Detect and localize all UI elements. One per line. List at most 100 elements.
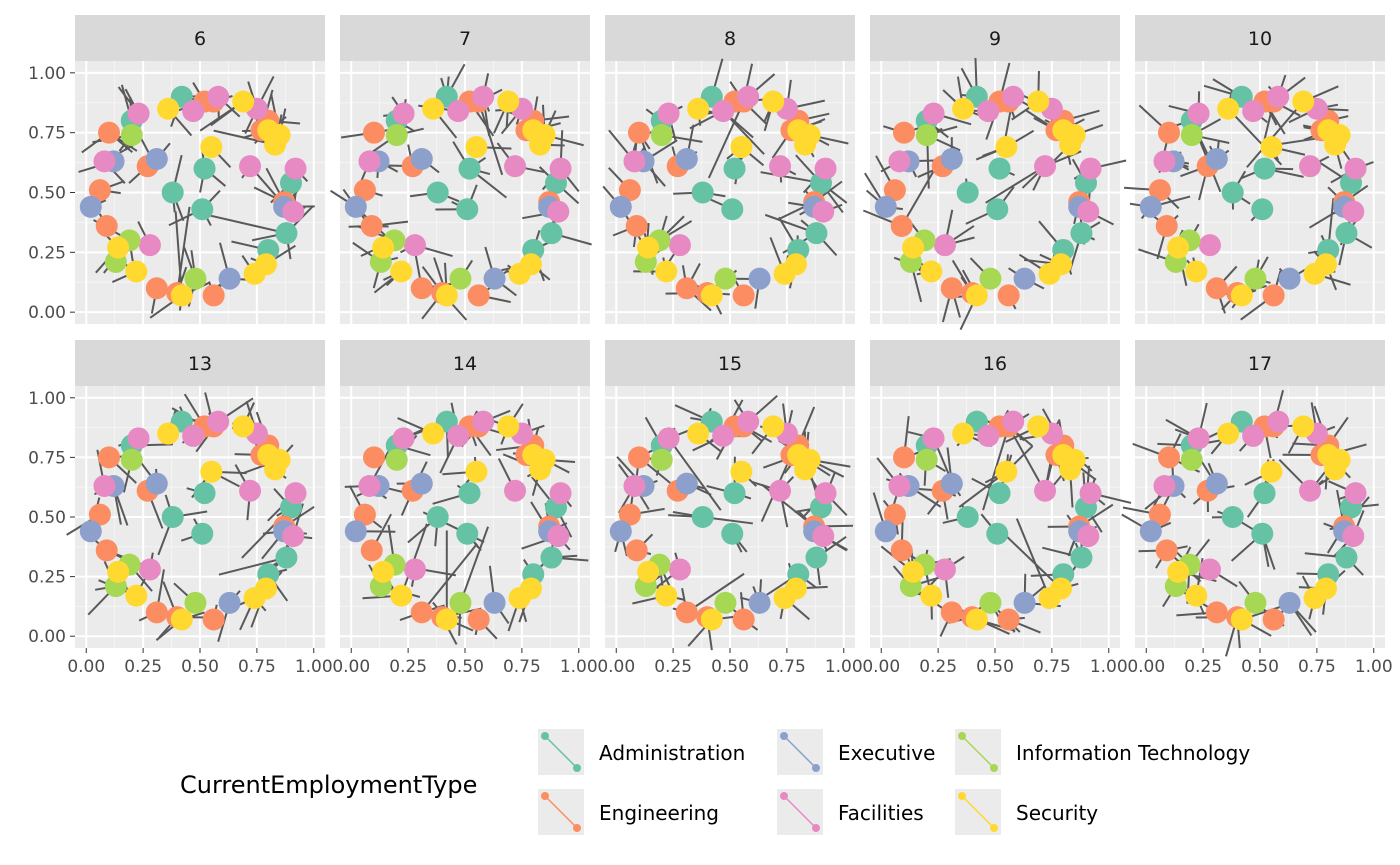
network-node: [456, 198, 479, 221]
network-node: [874, 520, 897, 543]
network-node: [93, 150, 116, 173]
network-edge: [202, 212, 287, 235]
x-tick-label: 0.00: [597, 657, 635, 677]
network-node: [1251, 198, 1274, 221]
network-node: [170, 284, 193, 307]
legend-key-point: [573, 824, 581, 832]
network-node: [986, 522, 1009, 545]
network-node: [157, 422, 180, 445]
network-node: [769, 155, 792, 178]
x-tick-label: 1.00: [295, 657, 333, 677]
facet-panel: 6 0.00 0.25 0.50 0.75 1.00: [28, 15, 325, 324]
network-node: [1155, 539, 1178, 562]
network-node: [79, 520, 102, 543]
network-node: [675, 472, 698, 495]
facet-panel: 14 0.00 0.25 0.50 0.75 1.00: [332, 340, 598, 677]
network-node: [997, 608, 1020, 631]
network-node: [372, 236, 395, 259]
network-node: [184, 591, 207, 614]
network-node: [625, 539, 648, 562]
network-node: [997, 284, 1020, 307]
network-node: [1180, 448, 1203, 471]
x-tick-label: 0.25: [1184, 657, 1222, 677]
network-node: [88, 179, 111, 202]
network-node: [88, 503, 111, 526]
network-node: [1185, 584, 1208, 607]
network-node: [193, 157, 216, 180]
network-node: [275, 222, 298, 245]
network-node: [1292, 415, 1315, 438]
network-node: [940, 147, 963, 170]
network-node: [883, 179, 906, 202]
legend-entry: Administration: [538, 729, 745, 775]
legend-key-point: [812, 764, 820, 772]
x-tick-label: 0.25: [919, 657, 957, 677]
facet-strip-label: 7: [459, 28, 471, 50]
network-node: [1217, 97, 1240, 120]
network-node: [1303, 262, 1326, 285]
legend-key-point: [780, 732, 788, 740]
network-node: [700, 284, 723, 307]
y-tick-label: 0.50: [28, 184, 66, 204]
network-node: [1278, 267, 1301, 290]
network-node: [284, 157, 307, 180]
network-node: [628, 446, 650, 469]
network-node: [988, 482, 1011, 505]
network-edge: [1246, 100, 1304, 168]
facet-panels: 6 0.00 0.25 0.50 0.75 1.00 7 8 9 10 13 0.00 0.25 0.50…: [28, 15, 1393, 677]
network-node: [95, 539, 118, 562]
network-node: [977, 100, 1000, 123]
network-node: [145, 472, 168, 495]
network-node: [161, 181, 184, 204]
network-node: [1267, 410, 1290, 433]
facet-strip: [340, 340, 590, 386]
facet-strip: [1135, 340, 1385, 386]
network-node: [145, 601, 168, 624]
y-tick-label: 0.75: [28, 124, 66, 144]
network-node: [449, 591, 472, 614]
network-node: [1260, 460, 1283, 483]
network-node: [1292, 90, 1315, 113]
y-tick-label: 0.00: [28, 627, 66, 647]
network-node: [1344, 157, 1367, 180]
network-node: [182, 100, 205, 123]
node-group: [344, 410, 572, 631]
network-node: [902, 560, 925, 583]
network-node: [874, 195, 897, 218]
network-node: [447, 424, 470, 447]
network-node: [965, 284, 988, 307]
legend-key-line: [544, 735, 578, 769]
network-node: [1158, 446, 1180, 469]
network-node: [712, 424, 735, 447]
network-node: [1244, 267, 1267, 290]
network-node: [1167, 236, 1190, 259]
network-node: [1198, 558, 1221, 581]
x-tick-label: 0.75: [1033, 657, 1071, 677]
network-node: [483, 591, 506, 614]
network-node: [1205, 277, 1228, 300]
network-node: [1148, 503, 1171, 526]
y-tick-label: 0.75: [28, 448, 66, 468]
network-node: [284, 482, 307, 505]
node-group: [609, 85, 837, 307]
network-node: [657, 102, 680, 125]
network-node: [1034, 479, 1057, 502]
network-node: [200, 460, 223, 483]
x-tick-label: 0.25: [389, 657, 427, 677]
y-tick-label: 0.25: [28, 243, 66, 263]
legend-entry: Security: [955, 789, 1098, 835]
network-node: [628, 121, 650, 144]
network-edge: [218, 556, 287, 576]
x-tick-label: 0.00: [862, 657, 900, 677]
network-node: [922, 427, 945, 450]
network-edge: [707, 101, 745, 179]
network-node: [529, 133, 552, 156]
facet-panel: 9: [862, 15, 1127, 331]
network-node: [1077, 525, 1100, 548]
facet-strip-label: 13: [188, 353, 212, 375]
network-node: [995, 136, 1018, 159]
x-tick-label: 0.25: [654, 657, 692, 677]
network-node: [893, 121, 915, 144]
network-node: [360, 215, 383, 238]
network-node: [239, 479, 262, 502]
